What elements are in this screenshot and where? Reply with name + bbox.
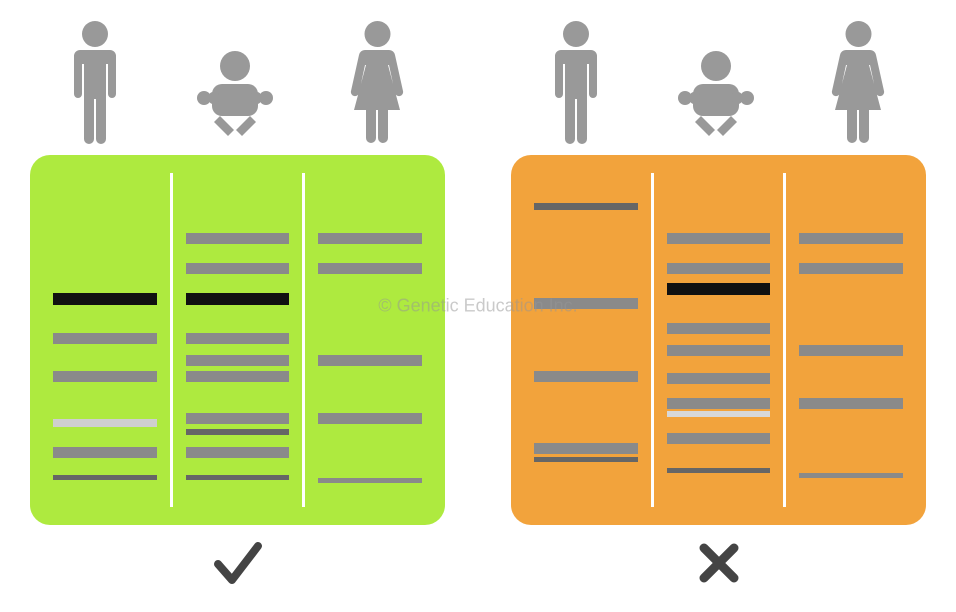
gel-lane-mother xyxy=(305,173,435,507)
gel-band xyxy=(318,263,422,274)
gel-band xyxy=(186,233,290,244)
man-icon xyxy=(541,20,611,145)
gel-band xyxy=(667,233,771,244)
gel-band xyxy=(318,233,422,244)
gel-band xyxy=(667,263,771,274)
gel-lane-father xyxy=(40,173,170,507)
diagram-container xyxy=(0,0,956,612)
gel-band xyxy=(667,283,771,295)
gel-band xyxy=(799,473,903,478)
man-icon xyxy=(60,20,130,145)
icons-row-right xyxy=(511,15,926,145)
gel-band xyxy=(53,475,157,480)
gel-band xyxy=(799,345,903,356)
gel-band xyxy=(186,413,290,424)
gel-band xyxy=(799,263,903,274)
gel-band xyxy=(667,345,771,356)
gel-band xyxy=(667,468,771,473)
gel-band xyxy=(534,298,638,309)
woman-icon xyxy=(340,20,415,145)
gel-band xyxy=(186,475,290,480)
gel-lane-child xyxy=(173,173,303,507)
gel-band xyxy=(186,371,290,382)
gel-lane-father xyxy=(521,173,651,507)
gel-band xyxy=(534,203,638,210)
gel-band xyxy=(186,355,290,366)
panel-match xyxy=(30,15,445,593)
gel-band xyxy=(667,433,771,444)
cross-icon xyxy=(694,533,744,593)
gel-band xyxy=(534,457,638,462)
gel-lane-child xyxy=(654,173,784,507)
gel-band xyxy=(186,263,290,274)
gel-band xyxy=(186,293,290,305)
gel-band xyxy=(667,323,771,334)
panel-nomatch xyxy=(511,15,926,593)
gel-band xyxy=(318,355,422,366)
gel-band xyxy=(186,333,290,344)
gel-panel-match xyxy=(30,155,445,525)
gel-band xyxy=(799,233,903,244)
gel-band xyxy=(534,371,638,382)
gel-band xyxy=(53,371,157,382)
gel-band xyxy=(186,429,290,435)
gel-band xyxy=(667,411,771,417)
gel-band xyxy=(53,293,157,305)
gel-lane-mother xyxy=(786,173,916,507)
checkmark-icon xyxy=(210,533,265,593)
gel-band xyxy=(318,478,422,483)
gel-band xyxy=(186,447,290,458)
icons-row-left xyxy=(30,15,445,145)
baby-icon xyxy=(190,50,280,145)
woman-icon xyxy=(821,20,896,145)
gel-band xyxy=(53,447,157,458)
gel-band xyxy=(534,443,638,454)
gel-band xyxy=(667,398,771,409)
gel-band xyxy=(799,398,903,409)
gel-band xyxy=(667,373,771,384)
gel-band xyxy=(53,333,157,344)
baby-icon xyxy=(671,50,761,145)
gel-panel-nomatch xyxy=(511,155,926,525)
gel-band xyxy=(53,419,157,427)
gel-band xyxy=(318,413,422,424)
